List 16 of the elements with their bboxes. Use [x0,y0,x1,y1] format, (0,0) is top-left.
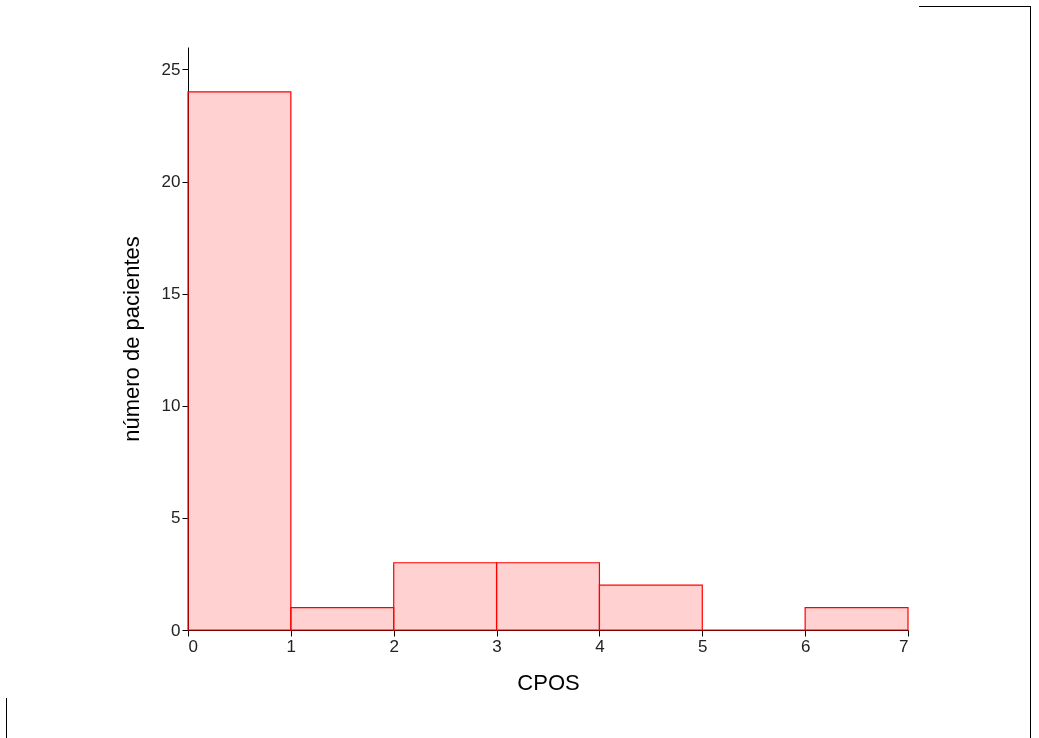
x-tick-label: 0 [188,636,198,656]
y-tick-label: 0 [171,620,181,640]
y-tick-label: 10 [161,396,181,416]
x-tick-label: 5 [698,636,708,656]
x-tick-label: 3 [492,636,502,656]
x-tick-label: 7 [899,636,909,656]
x-axis-title: CPOS [517,669,580,695]
y-axis-title: número de pacientes [118,236,144,442]
y-tick-label: 15 [161,284,181,304]
y-tick-label: 25 [161,59,181,79]
x-tick-label: 2 [389,636,399,656]
y-tick-label: 20 [161,172,181,192]
y-tick-label: 5 [171,508,181,528]
x-tick-label: 1 [286,636,297,656]
x-tick-label: 6 [800,636,811,656]
x-tick-label: 4 [595,636,605,656]
